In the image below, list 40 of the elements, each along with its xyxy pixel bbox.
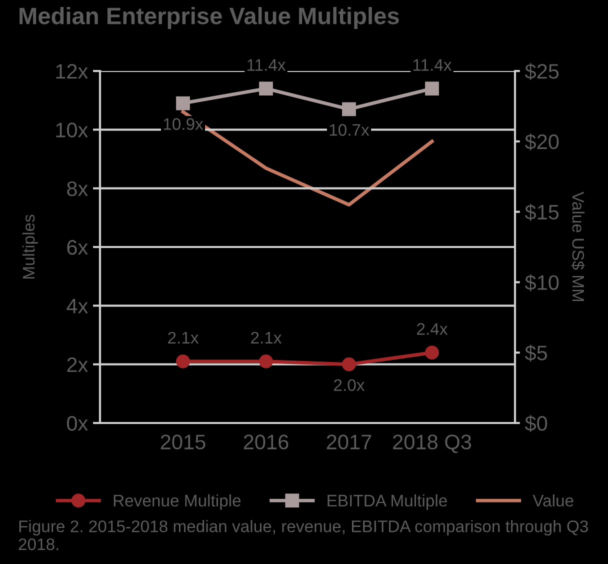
y-tick-label: 6x <box>67 240 88 255</box>
y-tick-label: 8x <box>67 181 88 196</box>
caption: Figure 2. 2015-2018 median value, revenue, EBITDA comparison through Q3 2018. <box>18 520 588 550</box>
y2-tick-label: $5 <box>524 344 548 362</box>
data-label: 10.7x <box>330 124 370 136</box>
x-tick-label: 2015 <box>160 434 206 450</box>
y2-tick-label: $20 <box>524 134 559 150</box>
data-label: 11.4x <box>248 59 286 71</box>
point <box>425 346 439 360</box>
x-tick-label: 2018 Q3 <box>393 434 472 454</box>
point <box>259 82 273 96</box>
y2-axis-title: Value US$ MM <box>571 192 585 302</box>
point <box>425 82 439 96</box>
data-label: 2.1x <box>251 332 282 344</box>
point <box>342 102 356 116</box>
y2-tick-label: $0 <box>524 415 548 432</box>
data-label: 11.4x <box>414 59 452 71</box>
data-label: 2.1x <box>168 332 199 344</box>
chart-title: Median Enterprise Value Multiples <box>20 6 399 30</box>
legend-label: Revenue Multiple <box>114 494 241 510</box>
legend-label: EBITDA Multiple <box>328 494 447 510</box>
y2-tick-label: $15 <box>524 204 559 221</box>
point <box>176 354 190 368</box>
data-label: 10.9x <box>164 118 204 130</box>
data-label: 2.0x <box>334 379 365 392</box>
y-tick-label: 4x <box>66 298 88 314</box>
y2-tick-label: $25 <box>524 63 559 80</box>
x-tick-label: 2016 <box>244 434 288 450</box>
data-label: 2.4x <box>417 323 448 335</box>
legend-label: Value <box>532 494 574 507</box>
point <box>342 357 356 372</box>
y-axis-title: Multiples <box>22 214 38 279</box>
y2-tick-label: $10 <box>524 274 559 292</box>
y-tick-label: 2x <box>67 357 88 372</box>
point <box>259 354 273 368</box>
x-tick-label: 2017 <box>326 434 372 450</box>
y-tick-label: 10x <box>56 122 88 138</box>
point <box>176 96 190 110</box>
y-tick-label: 12x <box>56 64 88 79</box>
y-tick-label: 0x <box>67 416 88 431</box>
